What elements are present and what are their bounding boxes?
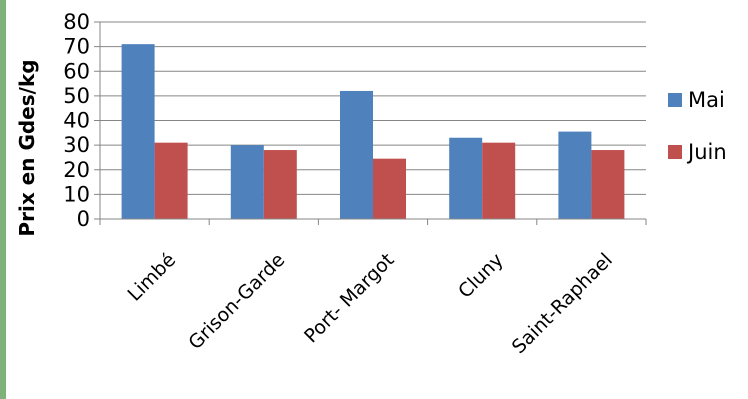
legend: Mai Juin	[668, 88, 727, 164]
bar-mai	[340, 90, 373, 219]
bar-mai	[230, 145, 264, 219]
y-tick-label: 30	[63, 133, 90, 157]
legend-label: Juin	[686, 140, 727, 164]
legend-swatch	[668, 145, 682, 159]
bar-juin	[373, 158, 406, 219]
y-tick-label: 80	[63, 10, 90, 34]
y-tick-label: 60	[63, 59, 90, 83]
x-tick-label: Grison-Garde	[184, 249, 289, 354]
x-axis	[99, 22, 647, 225]
y-tick-label: 0	[77, 207, 90, 231]
bar-mai	[121, 44, 155, 219]
legend-label: Mai	[688, 88, 725, 112]
bar-mai	[558, 131, 592, 219]
y-tick-label: 70	[63, 35, 90, 59]
y-axis-title: Prix en Gdes/kg	[15, 59, 39, 236]
x-tick-label: Cluny	[454, 249, 508, 303]
legend-swatch	[668, 93, 682, 107]
bars	[121, 44, 625, 219]
bar-juin	[482, 142, 516, 219]
category-labels: Limbé Grison-Garde Port- Margot Cluny Saint-…	[123, 249, 616, 358]
bar-mai	[449, 137, 483, 219]
y-tick-label: 40	[63, 109, 90, 133]
y-tick-label: 20	[63, 158, 90, 182]
y-tick-label: 10	[63, 182, 90, 206]
x-tick-label: Limbé	[123, 249, 180, 306]
bar-juin	[154, 142, 188, 219]
y-tick-label: 50	[63, 84, 90, 108]
x-tick-label: Saint-Raphael	[508, 249, 617, 358]
bar-juin	[591, 150, 625, 219]
bar-juin	[263, 150, 297, 219]
x-tick-label: Port- Margot	[300, 249, 398, 347]
